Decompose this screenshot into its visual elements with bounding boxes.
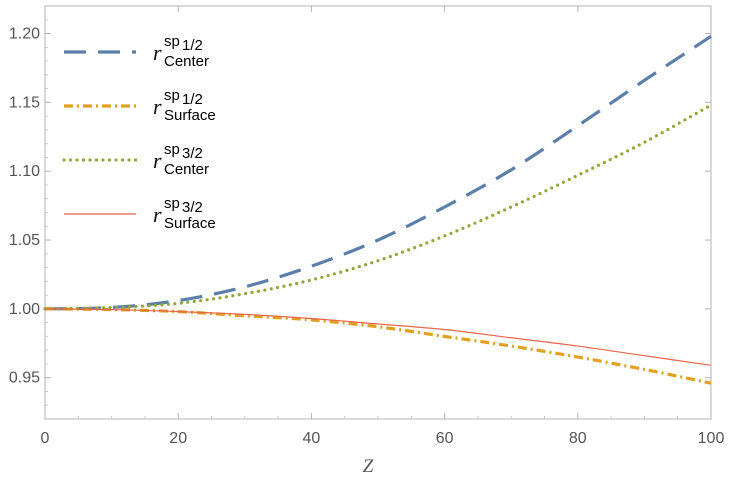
legend-superscript-index: 1/2 — [182, 91, 203, 108]
legend-subscript: Surface — [164, 107, 216, 124]
legend-superscript: sp — [164, 195, 180, 212]
legend-subscript: Surface — [164, 215, 216, 232]
x-tick-label: 0 — [41, 430, 50, 447]
y-tick-label: 1.20 — [9, 26, 40, 43]
legend-subscript: Center — [164, 161, 209, 178]
x-axis-ticks: 0 20 40 60 80 100 — [41, 6, 725, 447]
y-axis-ticks: 0.95 1.00 1.05 1.10 1.15 1.20 — [9, 19, 711, 406]
legend-symbol: r — [153, 148, 162, 173]
series-line-1 — [44, 34, 712, 311]
x-axis-label: Z — [363, 456, 374, 477]
legend-symbol: r — [153, 94, 162, 119]
legend-superscript: sp — [164, 141, 180, 158]
x-tick-label: 60 — [436, 430, 454, 447]
y-tick-label: 1.10 — [9, 163, 40, 180]
y-tick-label: 1.00 — [9, 301, 40, 318]
x-tick-label: 80 — [569, 430, 587, 447]
series-line-2 — [44, 307, 712, 385]
legend-superscript: sp — [164, 87, 180, 104]
x-tick-label: 40 — [303, 430, 321, 447]
legend-symbol: r — [153, 40, 162, 65]
legend-subscript: Center — [164, 53, 209, 70]
y-tick-label: 1.05 — [9, 232, 40, 249]
series-line-3 — [43, 103, 713, 311]
y-tick-label: 0.95 — [9, 370, 40, 387]
legend-superscript: sp — [164, 33, 180, 50]
series-line-4 — [44, 308, 712, 366]
plot-frame — [44, 5, 712, 420]
series-lines — [43, 34, 713, 385]
x-tick-label: 20 — [169, 430, 187, 447]
x-tick-label: 100 — [698, 430, 725, 447]
legend-superscript-index: 1/2 — [182, 37, 203, 54]
legend-superscript-index: 3/2 — [182, 199, 203, 216]
y-tick-label: 1.15 — [9, 94, 40, 111]
legend-superscript-index: 3/2 — [182, 145, 203, 162]
plot-border — [44, 5, 712, 420]
legend-symbol: r — [153, 202, 162, 227]
